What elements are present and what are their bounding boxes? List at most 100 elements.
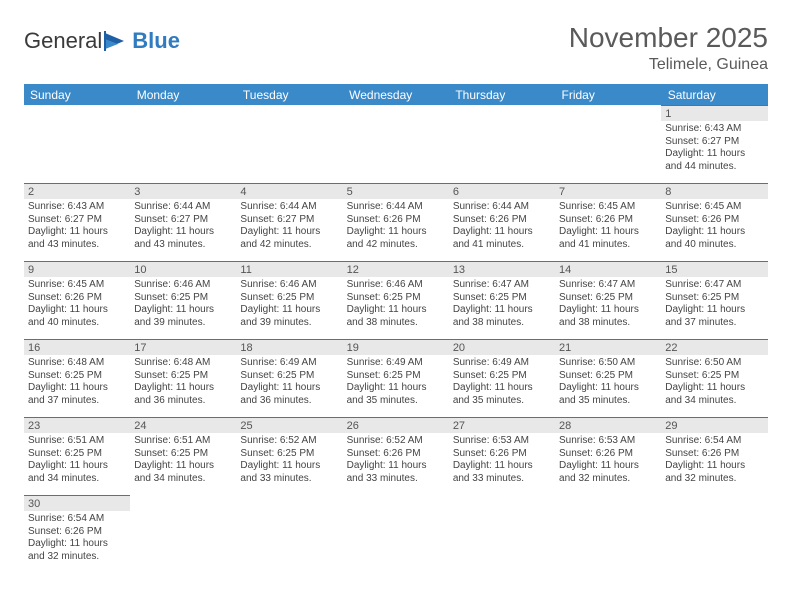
daylight-line2: and 39 minutes.	[240, 317, 338, 330]
sunset: Sunset: 6:25 PM	[134, 292, 232, 305]
sunrise: Sunrise: 6:46 AM	[134, 279, 232, 292]
sunset: Sunset: 6:25 PM	[240, 292, 338, 305]
daylight-line2: and 43 minutes.	[28, 239, 126, 252]
daylight-line2: and 42 minutes.	[347, 239, 445, 252]
week-row: 9Sunrise: 6:45 AMSunset: 6:26 PMDaylight…	[24, 261, 768, 339]
day-cell	[236, 495, 342, 573]
daylight-line2: and 38 minutes.	[347, 317, 445, 330]
day-details: Sunrise: 6:54 AMSunset: 6:26 PMDaylight:…	[661, 433, 767, 487]
sunrise: Sunrise: 6:47 AM	[453, 279, 551, 292]
sunrise: Sunrise: 6:44 AM	[240, 201, 338, 214]
weekday-header: Friday	[555, 84, 661, 105]
day-cell: 12Sunrise: 6:46 AMSunset: 6:25 PMDayligh…	[343, 261, 449, 339]
day-details: Sunrise: 6:45 AMSunset: 6:26 PMDaylight:…	[661, 199, 767, 253]
sunrise: Sunrise: 6:52 AM	[240, 435, 338, 448]
day-cell	[236, 105, 342, 183]
day-cell: 26Sunrise: 6:52 AMSunset: 6:26 PMDayligh…	[343, 417, 449, 495]
sunrise: Sunrise: 6:52 AM	[347, 435, 445, 448]
logo: General Blue	[24, 28, 180, 54]
day-number: 7	[555, 183, 661, 199]
day-number: 29	[661, 417, 767, 433]
day-cell: 29Sunrise: 6:54 AMSunset: 6:26 PMDayligh…	[661, 417, 767, 495]
day-details: Sunrise: 6:48 AMSunset: 6:25 PMDaylight:…	[130, 355, 236, 409]
day-cell: 18Sunrise: 6:49 AMSunset: 6:25 PMDayligh…	[236, 339, 342, 417]
day-details: Sunrise: 6:44 AMSunset: 6:26 PMDaylight:…	[449, 199, 555, 253]
day-cell	[449, 105, 555, 183]
daylight-line1: Daylight: 11 hours	[28, 226, 126, 239]
day-number: 27	[449, 417, 555, 433]
daylight-line2: and 35 minutes.	[453, 395, 551, 408]
sunset: Sunset: 6:25 PM	[134, 370, 232, 383]
day-number: 10	[130, 261, 236, 277]
day-number: 6	[449, 183, 555, 199]
sunrise: Sunrise: 6:50 AM	[665, 357, 763, 370]
day-number: 4	[236, 183, 342, 199]
sunrise: Sunrise: 6:44 AM	[347, 201, 445, 214]
day-cell: 13Sunrise: 6:47 AMSunset: 6:25 PMDayligh…	[449, 261, 555, 339]
day-cell: 28Sunrise: 6:53 AMSunset: 6:26 PMDayligh…	[555, 417, 661, 495]
daylight-line2: and 35 minutes.	[559, 395, 657, 408]
day-details: Sunrise: 6:51 AMSunset: 6:25 PMDaylight:…	[24, 433, 130, 487]
day-number: 17	[130, 339, 236, 355]
daylight-line1: Daylight: 11 hours	[453, 460, 551, 473]
day-cell: 7Sunrise: 6:45 AMSunset: 6:26 PMDaylight…	[555, 183, 661, 261]
sunset: Sunset: 6:27 PM	[240, 214, 338, 227]
sunrise: Sunrise: 6:45 AM	[665, 201, 763, 214]
page-header: General Blue November 2025 Telimele, Gui…	[24, 22, 768, 74]
day-details: Sunrise: 6:53 AMSunset: 6:26 PMDaylight:…	[449, 433, 555, 487]
sunrise: Sunrise: 6:50 AM	[559, 357, 657, 370]
day-cell: 15Sunrise: 6:47 AMSunset: 6:25 PMDayligh…	[661, 261, 767, 339]
sunrise: Sunrise: 6:48 AM	[134, 357, 232, 370]
daylight-line2: and 32 minutes.	[665, 473, 763, 486]
daylight-line1: Daylight: 11 hours	[347, 382, 445, 395]
day-number: 26	[343, 417, 449, 433]
day-number: 20	[449, 339, 555, 355]
day-cell: 5Sunrise: 6:44 AMSunset: 6:26 PMDaylight…	[343, 183, 449, 261]
sunset: Sunset: 6:25 PM	[559, 370, 657, 383]
day-details: Sunrise: 6:44 AMSunset: 6:27 PMDaylight:…	[130, 199, 236, 253]
sunset: Sunset: 6:26 PM	[347, 214, 445, 227]
day-cell	[130, 105, 236, 183]
sunrise: Sunrise: 6:54 AM	[665, 435, 763, 448]
day-number: 2	[24, 183, 130, 199]
day-cell: 8Sunrise: 6:45 AMSunset: 6:26 PMDaylight…	[661, 183, 767, 261]
sunrise: Sunrise: 6:51 AM	[134, 435, 232, 448]
daylight-line1: Daylight: 11 hours	[559, 460, 657, 473]
day-cell: 10Sunrise: 6:46 AMSunset: 6:25 PMDayligh…	[130, 261, 236, 339]
sunset: Sunset: 6:26 PM	[347, 448, 445, 461]
day-number: 21	[555, 339, 661, 355]
weekday-header: Saturday	[661, 84, 767, 105]
sunset: Sunset: 6:26 PM	[453, 448, 551, 461]
day-number: 28	[555, 417, 661, 433]
sunset: Sunset: 6:25 PM	[28, 370, 126, 383]
day-details: Sunrise: 6:47 AMSunset: 6:25 PMDaylight:…	[449, 277, 555, 331]
sunset: Sunset: 6:25 PM	[665, 370, 763, 383]
sunrise: Sunrise: 6:51 AM	[28, 435, 126, 448]
daylight-line2: and 35 minutes.	[347, 395, 445, 408]
sunrise: Sunrise: 6:47 AM	[559, 279, 657, 292]
logo-word1: General	[24, 28, 102, 54]
sunset: Sunset: 6:25 PM	[453, 370, 551, 383]
sunset: Sunset: 6:26 PM	[453, 214, 551, 227]
sunrise: Sunrise: 6:45 AM	[559, 201, 657, 214]
day-number: 23	[24, 417, 130, 433]
day-cell: 20 Sunrise: 6:49 AMSunset: 6:25 PMDayligh…	[449, 339, 555, 417]
weekday-header-row: Sunday Monday Tuesday Wednesday Thursday…	[24, 84, 768, 105]
week-row: 23Sunrise: 6:51 AMSunset: 6:25 PMDayligh…	[24, 417, 768, 495]
daylight-line1: Daylight: 11 hours	[28, 304, 126, 317]
daylight-line1: Daylight: 11 hours	[453, 304, 551, 317]
sunrise: Sunrise: 6:53 AM	[453, 435, 551, 448]
daylight-line2: and 41 minutes.	[453, 239, 551, 252]
day-cell: 2Sunrise: 6:43 AMSunset: 6:27 PMDaylight…	[24, 183, 130, 261]
title-block: November 2025 Telimele, Guinea	[569, 22, 768, 74]
day-details: Sunrise: 6:44 AMSunset: 6:26 PMDaylight:…	[343, 199, 449, 253]
daylight-line2: and 39 minutes.	[134, 317, 232, 330]
sunrise: Sunrise: 6:44 AM	[453, 201, 551, 214]
day-number: 13	[449, 261, 555, 277]
daylight-line1: Daylight: 11 hours	[240, 460, 338, 473]
daylight-line1: Daylight: 11 hours	[28, 460, 126, 473]
daylight-line1: Daylight: 11 hours	[453, 382, 551, 395]
sunset: Sunset: 6:25 PM	[240, 370, 338, 383]
day-cell	[661, 495, 767, 573]
sunrise: Sunrise: 6:49 AM	[453, 357, 551, 370]
